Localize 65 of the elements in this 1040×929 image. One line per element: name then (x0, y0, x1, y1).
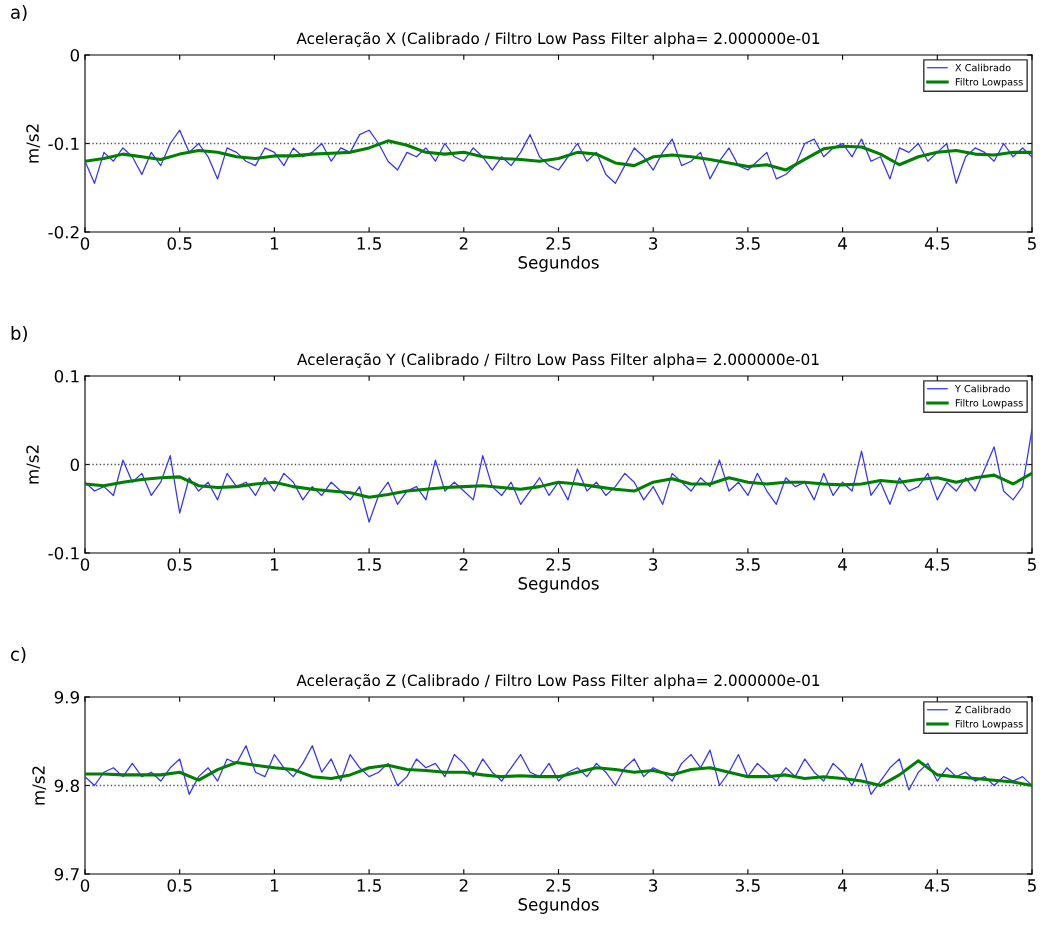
text: a) (11, 5, 27, 22)
text: b) (11, 326, 27, 343)
x-tick-label: 3 (649, 558, 658, 571)
x-tick-label: 3.5 (735, 879, 760, 892)
line-series (85, 759, 1032, 788)
y-axis-title: m/s2 (26, 124, 41, 163)
x-tick-label: 4 (838, 237, 847, 250)
line-series (85, 471, 1032, 499)
x-tick-label: 5 (1027, 237, 1036, 250)
y-tick-label: 0.1 (54, 369, 79, 383)
x-tick-label: 1 (270, 558, 279, 571)
y-tick-label: -0.1 (48, 137, 79, 151)
x-tick-label: 3.5 (735, 237, 760, 250)
x-tick-label: 4 (838, 558, 847, 571)
x-tick-label: 2.5 (546, 879, 571, 892)
y-tick-label: 0 (70, 48, 80, 62)
y-tick-label: 0 (70, 458, 80, 472)
x-tick-label: 4.5 (924, 879, 950, 892)
legend-label: Filtro Lowpass (955, 720, 1023, 730)
x-tick-label: 0.5 (167, 237, 192, 250)
legend-label: Z Calibrado (955, 705, 1011, 714)
y-tick-label: 9.7 (54, 867, 79, 881)
line-series (85, 745, 1032, 795)
x-tick-label: 1.5 (357, 558, 381, 571)
y-tick-label: 9.8 (54, 779, 79, 793)
x-tick-label: 3 (649, 237, 658, 250)
x-tick-label: 0 (80, 558, 90, 571)
x-tick-label: 0.5 (167, 879, 192, 892)
x-tick-label: 1.5 (357, 879, 381, 892)
line-series (85, 129, 1032, 184)
x-tick-label: 1 (270, 237, 279, 250)
y-axis-title: m/s2 (26, 445, 41, 484)
x-tick-label: 2.5 (546, 237, 571, 250)
y-tick-label: -0.2 (48, 225, 79, 239)
chart-title: Aceleração Z (Calibrado / Filtro Low Pass Filter alpha= 2.000000e-01 (296, 674, 820, 690)
legend-label: Filtro Lowpass (955, 78, 1023, 88)
x-tick-label: 2.5 (546, 558, 571, 571)
x-tick-label: 1.5 (357, 237, 381, 250)
x-axis-title: Segundos (518, 576, 599, 593)
x-tick-label: 5 (1027, 879, 1036, 892)
x-tick-label: 0 (80, 237, 90, 250)
x-tick-label: 0.5 (167, 558, 192, 571)
x-tick-label: 3 (649, 879, 658, 892)
x-axis-title: Segundos (518, 255, 599, 272)
x-tick-label: 4.5 (924, 237, 950, 250)
legend-label: Y Calibrado (954, 384, 1010, 393)
x-tick-label: 3.5 (735, 558, 760, 571)
x-tick-label: 4.5 (924, 558, 950, 571)
x-axis-title: Segundos (518, 897, 599, 914)
x-tick-label: 2 (459, 237, 468, 250)
x-tick-label: 1 (270, 879, 279, 892)
line-series (85, 139, 1032, 172)
x-tick-label: 2 (459, 558, 468, 571)
chart-title: Aceleração X (Calibrado / Filtro Low Pass Filter alpha= 2.000000e-01 (296, 32, 820, 48)
y-axis-title: m/s2 (32, 766, 47, 805)
legend-label: X Calibrado (955, 63, 1011, 72)
x-tick-label: 5 (1027, 558, 1036, 571)
x-tick-label: 2 (459, 879, 468, 892)
chart-title: Aceleração Y (Calibrado / Filtro Low Pass Filter alpha= 2.000000e-01 (297, 353, 819, 369)
y-tick-label: -0.1 (48, 546, 79, 560)
y-tick-label: 9.9 (54, 690, 79, 704)
x-tick-label: 0 (80, 879, 90, 892)
text: c) (11, 647, 26, 664)
legend-label: Filtro Lowpass (955, 399, 1023, 409)
x-tick-label: 4 (838, 879, 847, 892)
